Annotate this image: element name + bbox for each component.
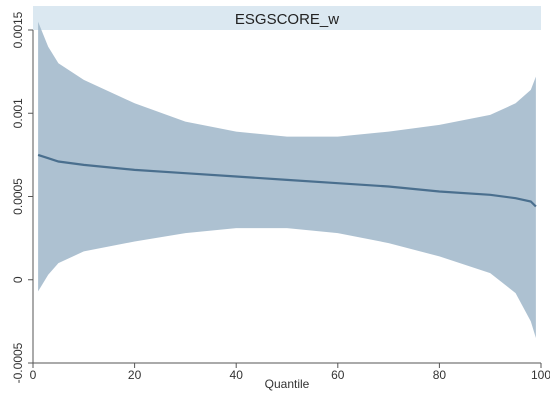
y-tick-label: -0.0005: [11, 342, 25, 383]
x-tick-label: 40: [230, 368, 244, 382]
x-tick-label: 80: [433, 368, 447, 382]
x-tick-label: 100: [531, 368, 550, 382]
x-tick-label: 20: [128, 368, 142, 382]
x-axis-title: Quantile: [265, 377, 310, 391]
y-tick-label: 0.0005: [11, 178, 25, 215]
y-tick-label: 0.001: [11, 98, 25, 128]
title-bar: [33, 6, 541, 30]
plot-area: 0 20 40 60 80 100 -0.0005 0 0.0005 0.001 0.0015: [11, 11, 550, 383]
y-tick-label: 0: [11, 276, 25, 283]
x-tick-label: 60: [331, 368, 345, 382]
chart-title: ESGSCORE_w: [235, 11, 339, 28]
estimate-line: [37, 153, 537, 208]
y-tick-label: 0.0015: [11, 11, 25, 48]
x-tick-label: 0: [30, 368, 37, 382]
